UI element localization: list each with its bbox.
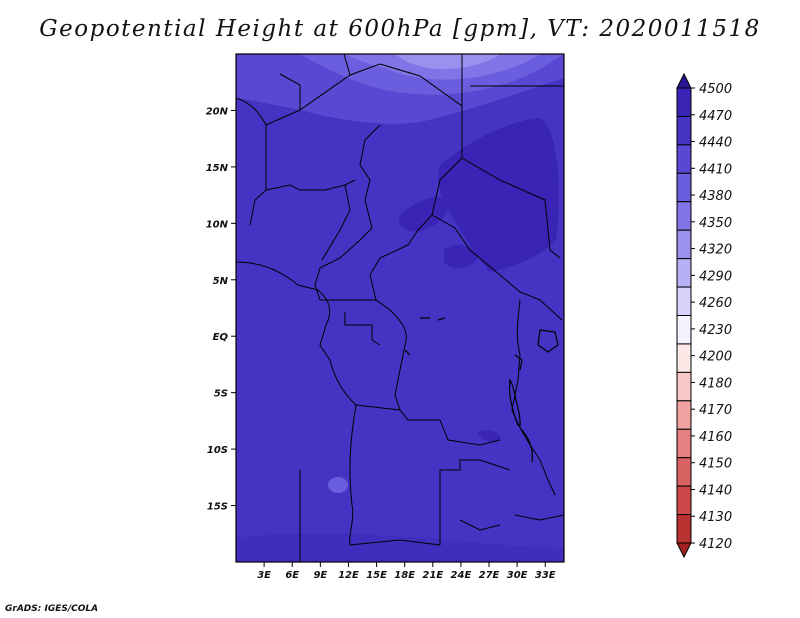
colorbar-label: 4230 bbox=[699, 323, 732, 338]
lat-tick-label: 5N bbox=[213, 276, 229, 287]
colorbar-cells bbox=[676, 72, 692, 559]
colorbar-cell bbox=[676, 514, 692, 544]
colorbar-labels: 4500 4470 4440 4410 4380 4350 4320 4290 4260 4230… bbox=[691, 82, 732, 552]
colorbar-label: 4130 bbox=[699, 510, 732, 525]
contour-cell-4470 bbox=[444, 244, 478, 269]
lat-tick-label: 20N bbox=[206, 106, 229, 117]
colorbar-label: 4410 bbox=[699, 162, 732, 177]
latitude-axis: 20N 15N 10N 5N EQ 5S 10S 15S bbox=[206, 106, 236, 513]
colorbar-label: 4440 bbox=[699, 136, 732, 151]
colorbar-cell bbox=[676, 343, 692, 373]
lon-tick-label: 30E bbox=[507, 570, 528, 581]
grads-credit: GrADS: IGES/COLA bbox=[5, 604, 99, 614]
contour-field bbox=[236, 54, 564, 562]
colorbar-cell bbox=[676, 428, 692, 459]
colorbar-label: 4120 bbox=[699, 537, 732, 552]
lon-tick-label: 9E bbox=[313, 570, 327, 581]
colorbar-cell bbox=[676, 201, 692, 231]
lon-tick-label: 6E bbox=[285, 570, 299, 581]
colorbar-cell bbox=[676, 315, 692, 345]
colorbar-cell bbox=[676, 144, 692, 174]
lon-tick-label: 33E bbox=[535, 570, 556, 581]
colorbar-cell bbox=[676, 371, 692, 402]
map-title: Geopotential Height at 600hPa [gpm], VT:… bbox=[39, 16, 761, 42]
lake-outlines bbox=[404, 317, 559, 463]
colorbar-label: 4150 bbox=[699, 457, 732, 472]
lon-tick-label: 12E bbox=[338, 570, 359, 581]
political-borders bbox=[236, 54, 564, 562]
lat-tick-label: 10N bbox=[206, 219, 229, 230]
colorbar-cell bbox=[676, 87, 692, 117]
lat-tick-label: 15S bbox=[207, 502, 228, 513]
lon-tick-label: 27E bbox=[479, 570, 500, 581]
colorbar-label: 4500 bbox=[699, 82, 732, 97]
lon-tick-label: 15E bbox=[366, 570, 387, 581]
contour-band-south bbox=[236, 533, 564, 562]
colorbar-label: 4350 bbox=[699, 216, 732, 231]
colorbar-label: 4380 bbox=[699, 189, 732, 204]
colorbar-cell-top bbox=[676, 72, 692, 89]
colorbar-cell bbox=[676, 286, 692, 316]
colorbar-cell bbox=[676, 258, 692, 288]
lat-tick-label: 5S bbox=[214, 389, 228, 400]
contour-band-4320 bbox=[395, 54, 500, 70]
lat-tick-label: 15N bbox=[206, 163, 229, 174]
colorbar-label: 4260 bbox=[699, 296, 732, 311]
colorbar-label: 4470 bbox=[699, 109, 732, 124]
colorbar-label: 4290 bbox=[699, 269, 732, 284]
contour-cell-4470 bbox=[398, 196, 449, 232]
lat-tick-label: 10S bbox=[207, 445, 228, 456]
map-frame bbox=[235, 53, 565, 563]
colorbar-label: 4140 bbox=[699, 483, 732, 498]
lat-tick-label: EQ bbox=[213, 332, 229, 343]
colorbar-label: 4160 bbox=[699, 430, 732, 445]
contour-cell-4470 bbox=[478, 430, 501, 442]
colorbar-cell bbox=[676, 229, 692, 260]
colorbar-cell bbox=[676, 400, 692, 430]
lon-tick-label: 18E bbox=[394, 570, 415, 581]
contour-cell-4470 bbox=[438, 118, 559, 272]
lon-tick-label: 21E bbox=[422, 570, 443, 581]
colorbar-label: 4320 bbox=[699, 243, 732, 258]
lon-tick-label: 3E bbox=[257, 570, 271, 581]
colorbar-cell bbox=[676, 457, 692, 487]
colorbar-label: 4180 bbox=[699, 376, 732, 391]
contour-cell-4380 bbox=[328, 477, 348, 493]
lon-tick-label: 24E bbox=[451, 570, 472, 581]
colorbar-cell bbox=[676, 172, 692, 203]
colorbar-cell bbox=[676, 485, 692, 516]
colorbar-label: 4200 bbox=[699, 350, 732, 365]
colorbar-cell bbox=[676, 115, 692, 146]
colorbar-cell-bottom bbox=[676, 542, 692, 559]
colorbar-label: 4170 bbox=[699, 403, 732, 418]
longitude-axis: 3E 6E 9E 12E 15E 18E 21E 24E 27E 30E 33E bbox=[257, 562, 556, 581]
